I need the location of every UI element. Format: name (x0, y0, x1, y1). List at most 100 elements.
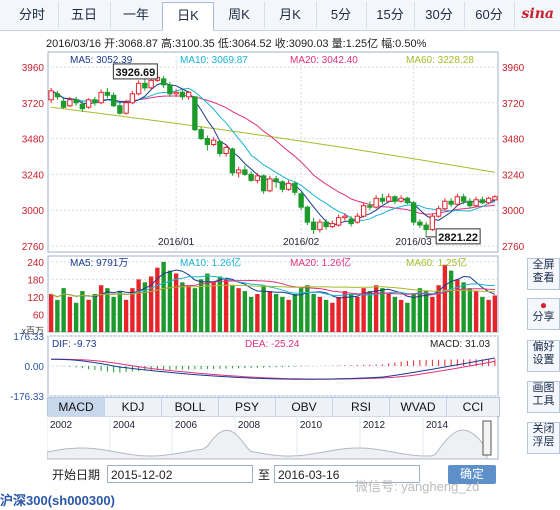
settings-button[interactable]: 偏好设置 (527, 340, 560, 372)
volume-bar (311, 294, 316, 332)
low-callout-label: 2821.22 (438, 232, 478, 244)
candle-body (104, 91, 111, 96)
high-callout-label: 3926.69 (115, 67, 155, 79)
tab-one-year[interactable]: 一年 (110, 2, 163, 28)
indicator-tab-wvad[interactable]: WVAD (390, 398, 447, 416)
indicator-tab-bar: MACD KDJ BOLL PSY OBV RSI WVAD CCI (47, 397, 500, 417)
candle-body (492, 196, 498, 201)
volume-ma-legend: MA5: 9791万 (70, 258, 128, 269)
ma60-line (51, 106, 495, 173)
volume-bar (436, 285, 441, 332)
tab-intraday[interactable]: 分时 (6, 2, 59, 28)
volume-bar (442, 264, 448, 332)
indicator-tab-rsi[interactable]: RSI (333, 398, 390, 416)
volume-bar (417, 288, 423, 332)
volume-bar (492, 295, 498, 332)
volume-bar (405, 302, 410, 332)
volume-bar (105, 288, 110, 332)
tab-five-day[interactable]: 五日 (58, 2, 111, 28)
tab-monthly-k[interactable]: 月K (264, 2, 317, 28)
volume-bar (373, 285, 379, 332)
close-overlay-button[interactable]: 关闭浮层 (527, 422, 560, 454)
candle-body (348, 218, 354, 225)
price-ma-legend: MA5: 3052.39 (70, 55, 133, 66)
start-date-field[interactable]: 2015-12-02 (107, 465, 253, 483)
macd-tick-label: 0.00 (25, 362, 45, 373)
share-button[interactable]: ● 分享 (527, 298, 560, 330)
tab-15min[interactable]: 15分 (366, 2, 415, 28)
tab-weekly-k[interactable]: 周K (214, 2, 265, 28)
tab-daily-k[interactable]: 日K (162, 2, 214, 31)
candle-body (67, 99, 73, 107)
candle-body (298, 193, 304, 208)
candle-body (235, 169, 242, 174)
candle-body (473, 199, 479, 207)
macd-legend: DEA: -25.24 (245, 339, 300, 350)
candle-body (210, 139, 217, 146)
volume-bar (348, 294, 354, 332)
candle-body (185, 91, 192, 98)
confirm-button[interactable]: 确定 (448, 465, 496, 484)
timeline-area (47, 429, 488, 460)
indicator-tab-psy[interactable]: PSY (219, 398, 276, 416)
volume-bar (261, 285, 266, 332)
price-panel-frame (47, 51, 499, 253)
candle-body (192, 96, 198, 131)
macd-tick-label: -176.33 (10, 392, 44, 403)
indicator-tab-obv[interactable]: OBV (276, 398, 333, 416)
stock-chart[interactable]: 3960 3960 3720 3720 3480 3480 3240 3240 3000 3000… (0, 50, 528, 450)
indicator-tab-boll[interactable]: BOLL (162, 398, 219, 416)
volume-unit-label: x百万 (21, 326, 44, 336)
start-date-label: 开始日期 (52, 468, 101, 482)
timeline-year-label: 2004 (113, 420, 136, 431)
candle-body (267, 178, 273, 192)
volume-tick-label: 240 (27, 258, 44, 269)
indicator-tab-cci[interactable]: CCI (462, 400, 484, 414)
draw-tools-button[interactable]: 画图工具 (527, 381, 560, 413)
tab-30min[interactable]: 30分 (414, 2, 465, 28)
tab-5min[interactable]: 5分 (316, 2, 367, 28)
volume-bar (161, 261, 166, 332)
volume-bar (342, 291, 348, 332)
volume-ma-legend: MA60: 1.25亿 (406, 256, 467, 269)
price-tick-label-right: 3480 (502, 135, 525, 146)
volume-bar (236, 288, 241, 332)
volume-bar (461, 282, 466, 332)
timeline-year-label: 2006 (175, 420, 198, 431)
price-tick-label-left: 2760 (22, 242, 45, 253)
volume-bar (242, 291, 248, 332)
candle-body (317, 221, 323, 231)
timeline-navigator[interactable]: 2002 2004 2006 2008 2010 2012 2014 (47, 416, 499, 460)
volume-bar (486, 299, 491, 332)
timeline-year-label: 2014 (426, 420, 449, 431)
volume-bar (136, 279, 141, 332)
volume-bar (361, 288, 366, 332)
candle-body (173, 91, 179, 95)
price-tick-label-left: 3960 (22, 63, 45, 74)
volume-bar (467, 288, 473, 332)
volume-bar (323, 299, 329, 332)
timeline-year-label: 2010 (300, 420, 323, 431)
candle-body (54, 93, 61, 98)
candle-body (92, 99, 98, 104)
candle-body (410, 202, 417, 223)
index-title: 沪深300(sh000300) (0, 493, 115, 508)
price-tick-label-left: 3720 (22, 99, 45, 110)
candle-body (379, 197, 386, 202)
volume-bar (305, 285, 310, 332)
candle-body (354, 215, 361, 223)
indicator-tab-macd[interactable]: MACD (48, 398, 105, 416)
price-tick-label-right: 3960 (502, 63, 525, 74)
tab-60min[interactable]: 60分 (464, 2, 515, 28)
volume-bar (73, 302, 79, 332)
candle-body (217, 141, 223, 154)
indicator-tab-kdj[interactable]: KDJ (105, 398, 162, 416)
ma5-line (50, 82, 495, 226)
candle-body (248, 173, 254, 181)
end-date-field[interactable]: 2016-03-16 (274, 465, 420, 483)
candle-body (129, 93, 136, 104)
volume-bar (411, 294, 416, 332)
candle-body (342, 215, 348, 219)
volume-bar (298, 288, 304, 332)
fullscreen-button[interactable]: 全屏查看 (527, 258, 560, 290)
